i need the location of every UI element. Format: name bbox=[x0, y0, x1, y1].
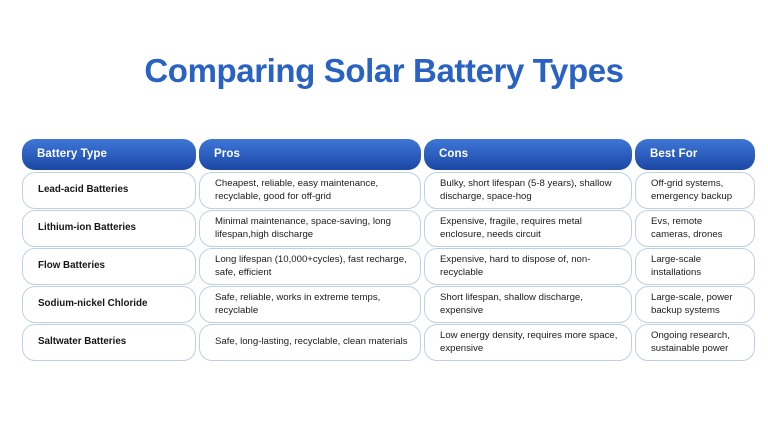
table-row: Saltwater Batteries Safe, long-lasting, … bbox=[22, 324, 755, 361]
column-header-label: Pros bbox=[214, 147, 240, 160]
cell-text: Lithium-ion Batteries bbox=[38, 222, 136, 234]
cell-battery-type: Saltwater Batteries bbox=[22, 324, 196, 361]
cell-battery-type: Flow Batteries bbox=[22, 248, 196, 285]
cell-text: Evs, remote cameras, drones bbox=[651, 215, 723, 240]
cell-text: Safe, reliable, works in extreme temps, … bbox=[215, 291, 381, 316]
cell-cons: Short lifespan, shallow discharge, expen… bbox=[424, 286, 632, 323]
cell-text: Bulky, short lifespan (5-8 years), shall… bbox=[440, 177, 612, 202]
cell-battery-type: Lead-acid Batteries bbox=[22, 172, 196, 209]
table-row: Sodium-nickel Chloride Safe, reliable, w… bbox=[22, 286, 755, 323]
cell-text: Long lifespan (10,000+cycles), fast rech… bbox=[215, 253, 407, 278]
cell-text: Low energy density, requires more space,… bbox=[440, 329, 618, 354]
cell-battery-type: Sodium-nickel Chloride bbox=[22, 286, 196, 323]
cell-pros: Safe, reliable, works in extreme temps, … bbox=[199, 286, 421, 323]
battery-comparison-table: Battery Type Pros Cons Best For Lead-aci… bbox=[22, 139, 755, 362]
column-header-label: Battery Type bbox=[37, 147, 108, 160]
column-header-label: Cons bbox=[439, 147, 469, 160]
cell-text: Ongoing research, sustainable power bbox=[651, 329, 730, 354]
cell-pros: Safe, long-lasting, recyclable, clean ma… bbox=[199, 324, 421, 361]
cell-battery-type: Lithium-ion Batteries bbox=[22, 210, 196, 247]
cell-pros: Minimal maintenance, space-saving, long … bbox=[199, 210, 421, 247]
cell-text: Expensive, fragile, requires metal enclo… bbox=[440, 215, 582, 240]
cell-best-for: Off-grid systems, emergency backup bbox=[635, 172, 755, 209]
cell-text: Flow Batteries bbox=[38, 260, 105, 272]
table-row: Flow Batteries Long lifespan (10,000+cyc… bbox=[22, 248, 755, 285]
column-header-battery-type: Battery Type bbox=[22, 139, 196, 170]
cell-text: Safe, long-lasting, recyclable, clean ma… bbox=[215, 336, 408, 348]
cell-best-for: Large-scale, power backup systems bbox=[635, 286, 755, 323]
cell-text: Minimal maintenance, space-saving, long … bbox=[215, 215, 391, 240]
cell-text: Large-scale, power backup systems bbox=[651, 291, 733, 316]
table-header-row: Battery Type Pros Cons Best For bbox=[22, 139, 755, 170]
cell-text: Sodium-nickel Chloride bbox=[38, 298, 148, 310]
page-title: Comparing Solar Battery Types bbox=[144, 52, 624, 89]
cell-text: Saltwater Batteries bbox=[38, 336, 127, 348]
cell-cons: Expensive, hard to dispose of, non-recyc… bbox=[424, 248, 632, 285]
cell-cons: Low energy density, requires more space,… bbox=[424, 324, 632, 361]
cell-text: Expensive, hard to dispose of, non-recyc… bbox=[440, 253, 591, 278]
cell-best-for: Large-scale installations bbox=[635, 248, 755, 285]
cell-text: Short lifespan, shallow discharge, expen… bbox=[440, 291, 583, 316]
cell-text: Lead-acid Batteries bbox=[38, 184, 129, 196]
cell-text: Large-scale installations bbox=[651, 253, 702, 278]
table-row: Lead-acid Batteries Cheapest, reliable, … bbox=[22, 172, 755, 209]
cell-best-for: Ongoing research, sustainable power bbox=[635, 324, 755, 361]
column-header-pros: Pros bbox=[199, 139, 421, 170]
column-header-cons: Cons bbox=[424, 139, 632, 170]
cell-text: Cheapest, reliable, easy maintenance, re… bbox=[215, 177, 379, 202]
cell-text: Off-grid systems, emergency backup bbox=[651, 177, 733, 202]
cell-pros: Long lifespan (10,000+cycles), fast rech… bbox=[199, 248, 421, 285]
cell-best-for: Evs, remote cameras, drones bbox=[635, 210, 755, 247]
table-row: Lithium-ion Batteries Minimal maintenanc… bbox=[22, 210, 755, 247]
cell-cons: Bulky, short lifespan (5-8 years), shall… bbox=[424, 172, 632, 209]
cell-pros: Cheapest, reliable, easy maintenance, re… bbox=[199, 172, 421, 209]
cell-cons: Expensive, fragile, requires metal enclo… bbox=[424, 210, 632, 247]
column-header-best-for: Best For bbox=[635, 139, 755, 170]
column-header-label: Best For bbox=[650, 147, 698, 160]
